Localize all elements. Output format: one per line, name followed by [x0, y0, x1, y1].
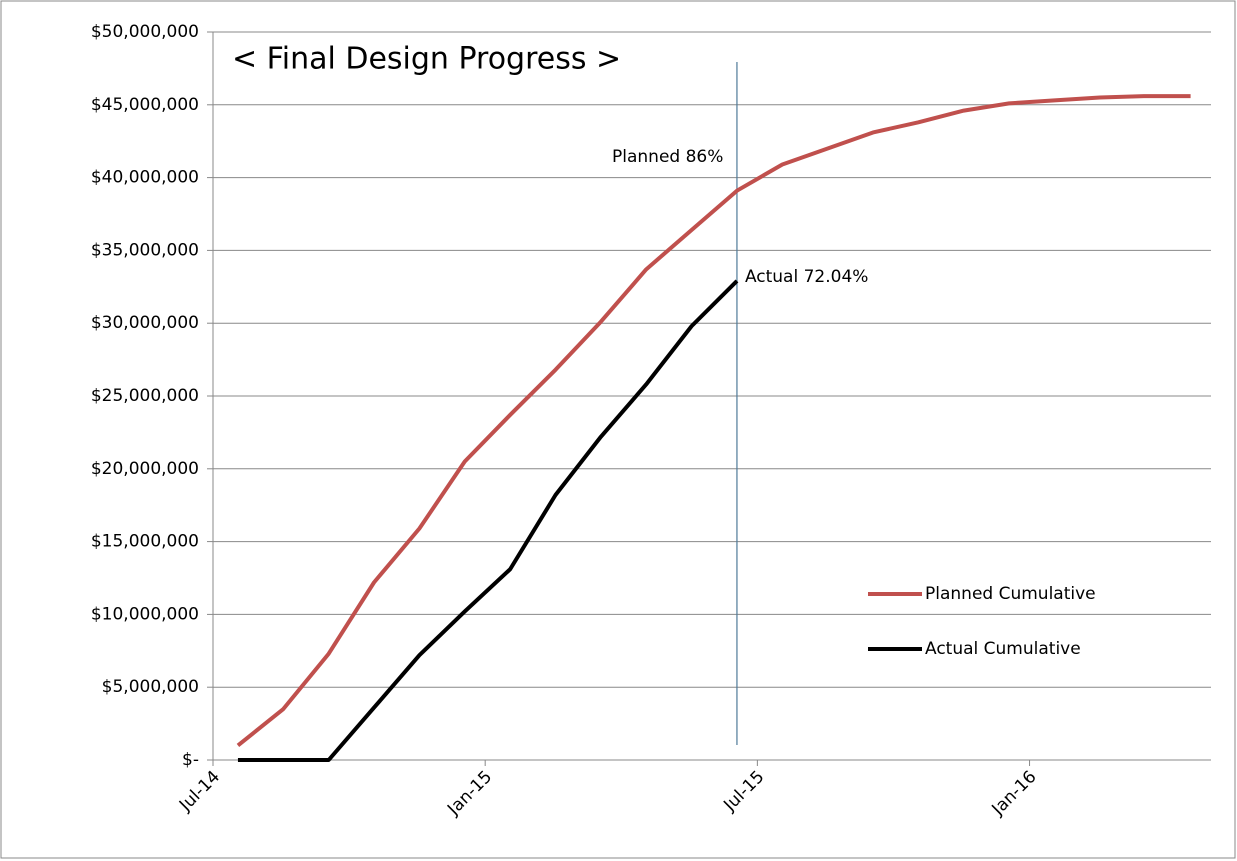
y-tick-label: $30,000,000 — [91, 313, 199, 333]
chart-title: < Final Design Progress > — [232, 42, 621, 77]
y-tick-label: $5,000,000 — [102, 677, 199, 697]
series-line — [236, 94, 1191, 747]
legend-label: Actual Cumulative — [925, 639, 1081, 659]
y-tick-label: $- — [182, 750, 199, 770]
y-tick-label: $15,000,000 — [91, 532, 199, 552]
y-tick-label: $35,000,000 — [91, 240, 199, 260]
y-tick-label: $20,000,000 — [91, 459, 199, 479]
annotation: Actual 72.04% — [745, 267, 868, 287]
y-tick-label: $50,000,000 — [91, 22, 199, 42]
y-tick-label: $40,000,000 — [91, 168, 199, 188]
y-tick-label: $45,000,000 — [91, 95, 199, 115]
legend-label: Planned Cumulative — [925, 584, 1096, 604]
y-tick-label: $25,000,000 — [91, 386, 199, 406]
annotation: Planned 86% — [612, 147, 723, 167]
y-tick-label: $10,000,000 — [91, 604, 199, 624]
series-line — [237, 279, 739, 762]
